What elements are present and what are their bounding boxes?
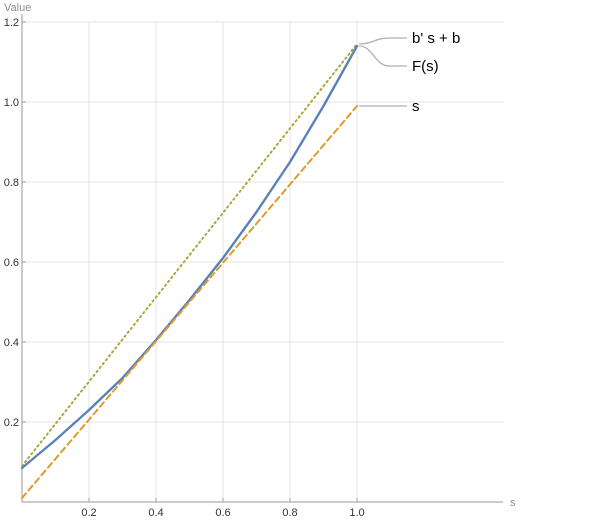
axes (21, 14, 503, 503)
y-tick-label: 0.2 (4, 417, 19, 429)
legend-label: F(s) (412, 58, 439, 75)
y-tick-label: 0.8 (4, 177, 19, 189)
x-axis-label: s (510, 497, 516, 509)
grid-lines (22, 21, 503, 502)
series-line (21, 43, 358, 467)
legend-callout-line (358, 45, 407, 67)
series-lines (20, 43, 359, 499)
x-tick-label: 0.6 (215, 507, 230, 519)
y-tick-label: 0.4 (4, 337, 19, 349)
series-line (20, 44, 359, 470)
legend: b' s + b F(s) s (358, 30, 460, 115)
tick-labels: 0.2 0.4 0.6 0.8 1.0 0.2 0.4 0.6 0.8 1.0 1.2 (4, 17, 365, 519)
legend-callout-line (358, 37, 407, 45)
y-tick-label: 0.6 (4, 257, 19, 269)
x-tick-label: 0.2 (81, 507, 96, 519)
y-tick-label: 1.0 (4, 97, 19, 109)
legend-label: b' s + b (412, 30, 460, 47)
x-tick-label: 1.0 (349, 507, 364, 519)
y-axis-label: Value (4, 2, 31, 14)
x-tick-label: 0.4 (148, 507, 163, 519)
y-tick-label: 1.2 (4, 17, 19, 29)
legend-label: s (412, 98, 420, 115)
series-line (21, 105, 358, 499)
x-tick-label: 0.8 (282, 507, 297, 519)
